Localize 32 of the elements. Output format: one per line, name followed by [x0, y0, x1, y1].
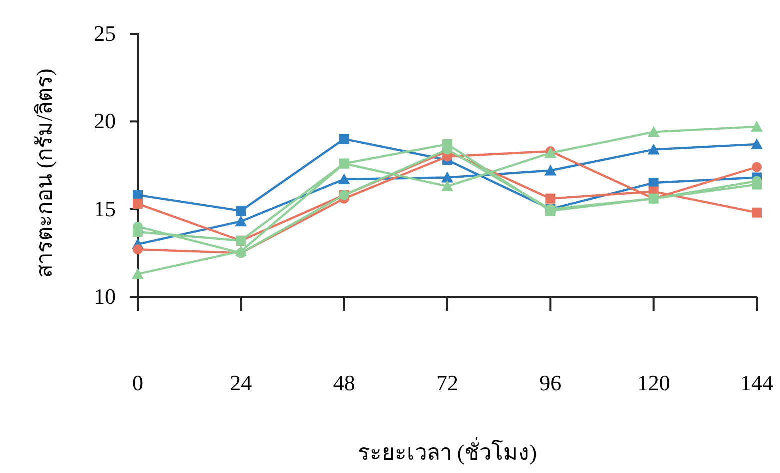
- y-tick-label: 25: [94, 21, 116, 46]
- x-tick-label: 96: [540, 370, 562, 396]
- point: [648, 144, 660, 155]
- x-tick-label: 120: [637, 370, 670, 396]
- point: [648, 126, 660, 138]
- point: [751, 138, 763, 150]
- y-tick-label: 15: [94, 196, 116, 222]
- x-tick-label: 48: [333, 370, 356, 396]
- point: [339, 158, 350, 169]
- y-axis-title: สารตะกอน (กรัม/ลิตร): [32, 68, 57, 278]
- point: [235, 216, 248, 227]
- point: [648, 178, 659, 188]
- x-tick-label: 0: [132, 370, 144, 396]
- x-tick-label: 24: [230, 370, 252, 396]
- x-axis-title: ระยะเวลา (ชั่วโมง): [358, 437, 538, 465]
- point: [752, 162, 762, 172]
- point: [339, 134, 350, 144]
- point: [442, 172, 454, 183]
- point: [544, 164, 557, 176]
- point: [236, 206, 246, 216]
- x-tick-label: 72: [436, 370, 458, 396]
- point: [132, 268, 144, 280]
- point: [133, 244, 143, 255]
- point: [442, 180, 454, 192]
- y-tick-label: 20: [94, 108, 116, 134]
- x-tick-label: 144: [740, 370, 774, 396]
- point: [752, 208, 762, 218]
- point: [751, 120, 763, 132]
- point: [338, 174, 350, 185]
- point: [546, 194, 556, 204]
- point: [133, 199, 143, 210]
- y-tick-label: 10: [94, 284, 116, 310]
